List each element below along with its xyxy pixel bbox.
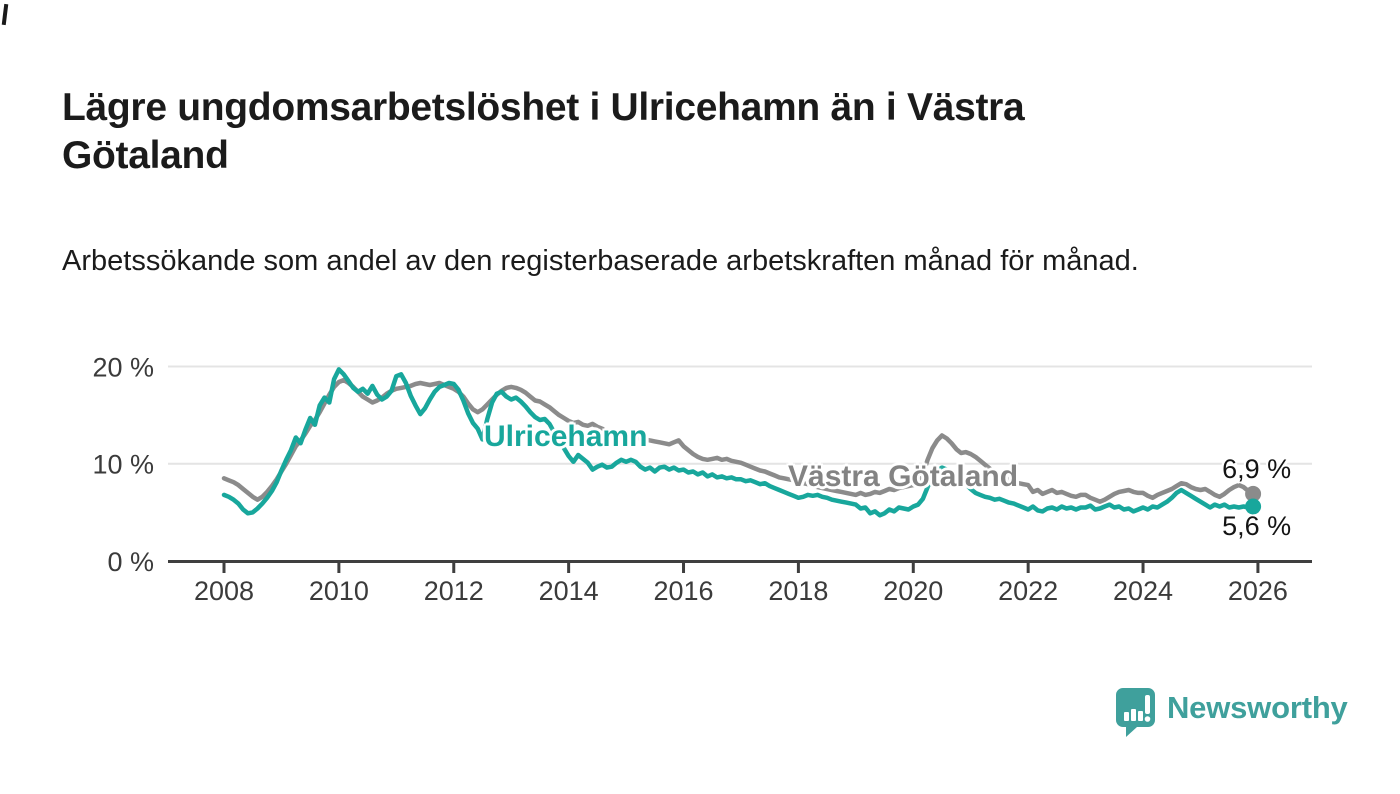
- page-title: Lägre ungdomsarbetslöshet i Ulricehamn ä…: [62, 86, 1025, 178]
- x-axis-tick-label: 2018: [768, 576, 828, 606]
- series-label-vastra-gotaland: Västra Götaland: [788, 460, 1019, 493]
- y-axis-tick-label: 10 %: [92, 450, 154, 480]
- y-axis-tick-label: 0 %: [107, 547, 154, 577]
- x-axis-tick-label: 2008: [194, 576, 254, 606]
- x-axis-tick-label: 2026: [1228, 576, 1288, 606]
- series-line-vastra-gotaland: [221, 377, 1256, 504]
- brand-name: Newsworthy: [1167, 690, 1348, 725]
- newsworthy-speech-bubble-chart-icon: [1116, 688, 1155, 737]
- series-end-dot-ulricehamn: [1245, 498, 1262, 515]
- x-axis-tick-label: 2022: [998, 576, 1058, 606]
- series-line-ulricehamn: [221, 367, 1256, 518]
- x-axis-tick-label: 2010: [309, 576, 369, 606]
- end-value-label-vastra-gotaland: 6,9 %: [1222, 453, 1292, 484]
- x-axis-tick-label: 2020: [883, 576, 943, 606]
- series-end-dot-vastra-gotaland: [1245, 485, 1262, 502]
- series-label-ulricehamn: Ulricehamn: [484, 420, 648, 453]
- x-axis-tick-label: 2024: [1113, 576, 1173, 606]
- x-axis-tick-label: 2014: [539, 576, 599, 606]
- y-axis-tick-label: 20 %: [92, 352, 154, 382]
- page-subtitle: Arbetssökande som andel av den registerb…: [62, 245, 1139, 277]
- x-axis-tick-label: 2016: [653, 576, 713, 606]
- end-value-label-ulricehamn: 5,6 %: [1222, 510, 1292, 541]
- brand-lockup: Newsworthy: [1113, 686, 1348, 738]
- x-axis-tick-label: 2012: [424, 576, 484, 606]
